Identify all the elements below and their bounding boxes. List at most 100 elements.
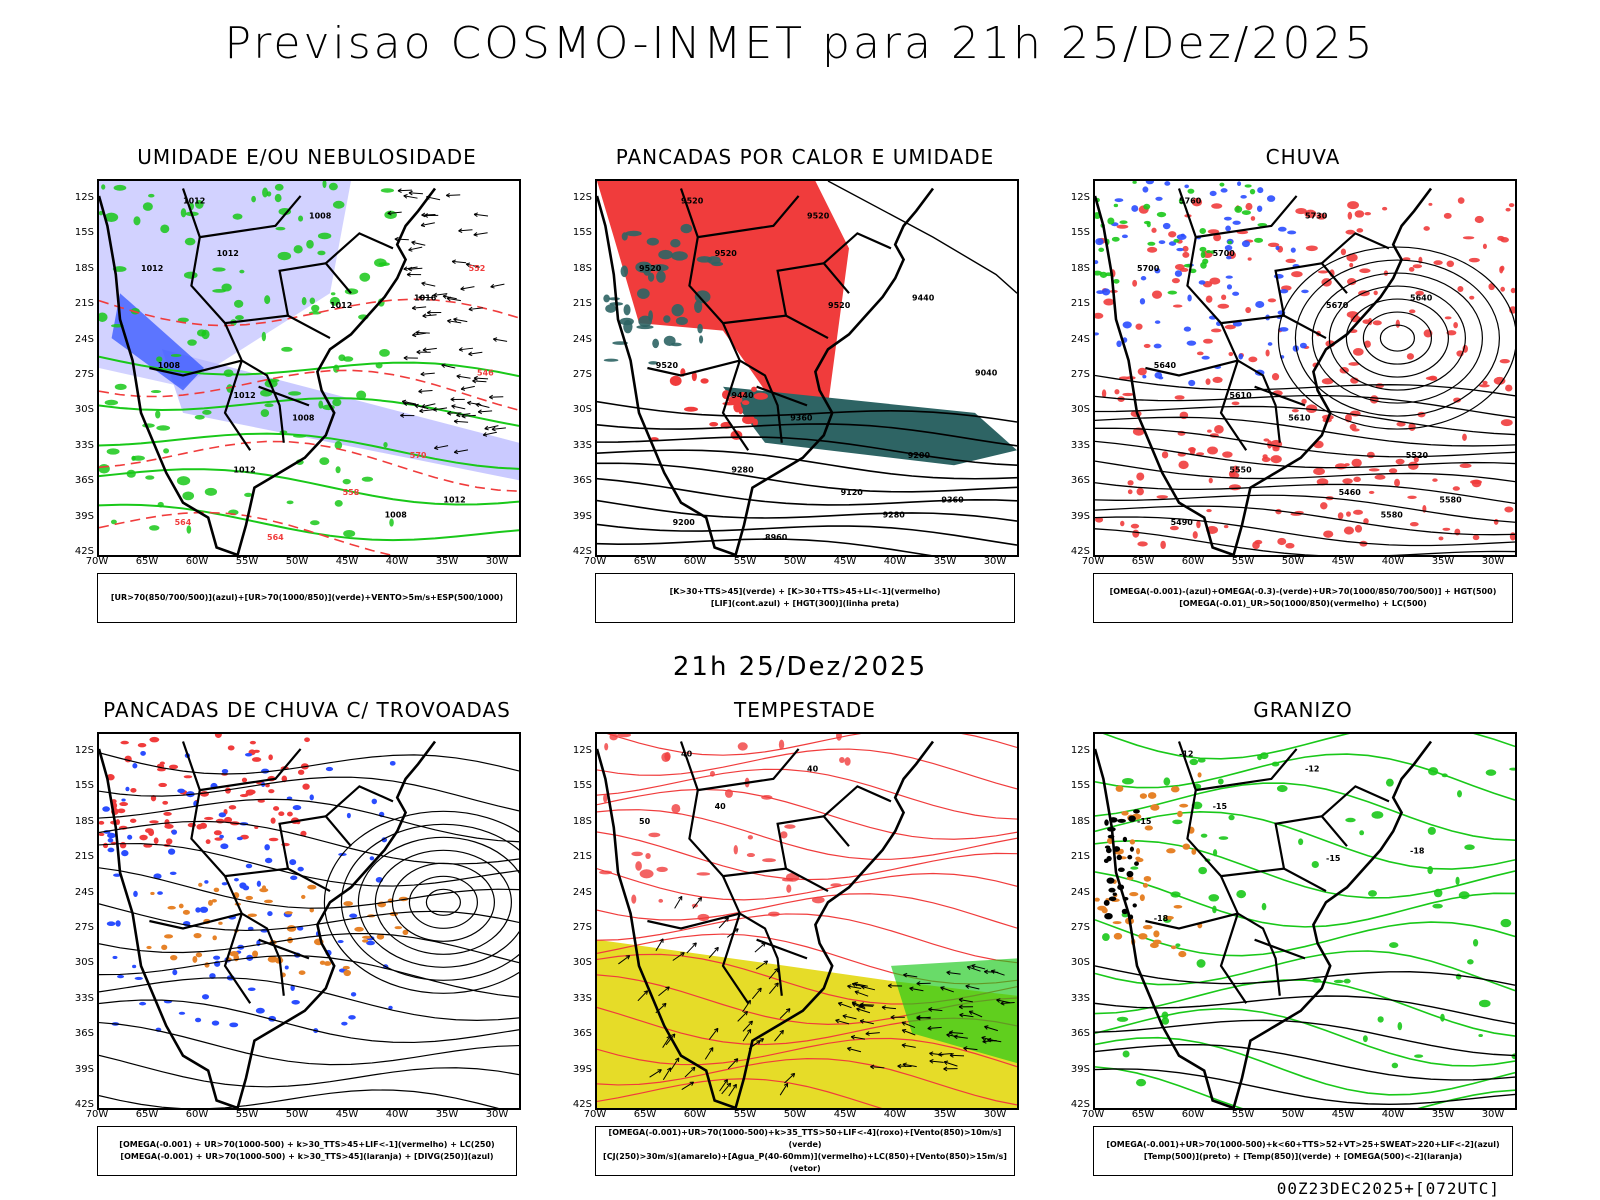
lat-tick-label: 36S bbox=[1070, 1028, 1090, 1040]
contour-label: 552 bbox=[469, 264, 486, 273]
lon-tick-label: 40W bbox=[883, 556, 907, 567]
contour-label: -12 bbox=[1179, 749, 1193, 758]
contour-label: 9360 bbox=[941, 496, 964, 505]
lon-tick-label: 35W bbox=[1431, 556, 1455, 567]
panel-title: TEMPESTADE bbox=[734, 698, 876, 722]
lon-tick-label: 35W bbox=[435, 556, 459, 567]
lat-tick-label: 39S bbox=[572, 1063, 592, 1075]
contour-label: 9280 bbox=[883, 511, 906, 520]
lon-tick-label: 45W bbox=[1331, 556, 1355, 567]
panel-legend: [K>30+TTS>45](verde) + [K>30+TTS>45+LI<-… bbox=[595, 573, 1015, 623]
panel-legend: [OMEGA(-0.001) + UR>70(1000-500) + k>30_… bbox=[97, 1126, 517, 1176]
lon-tick-label: 50W bbox=[1281, 1109, 1305, 1120]
contour-label: 5490 bbox=[1171, 518, 1194, 527]
lat-tick-label: 30S bbox=[74, 404, 94, 416]
contour-label: 564 bbox=[267, 533, 284, 542]
forecast-map-2: 9520 9520 9520 9520 9520 9520 9440 9440 9360 9360… bbox=[595, 179, 1019, 557]
contour-label: 1012 bbox=[233, 466, 255, 475]
panel-legend: [UR>70(850/700/500)](azul)+[UR>70(1000/8… bbox=[97, 573, 517, 623]
lat-tick-label: 36S bbox=[74, 1028, 94, 1040]
panel-legend: [OMEGA(-0.001)-(azul)+OMEGA(-0.3)-(verde… bbox=[1093, 573, 1513, 623]
contour-label: 40 bbox=[681, 749, 693, 758]
lat-tick-label: 18S bbox=[572, 815, 592, 827]
lon-tick-label: 60W bbox=[185, 556, 209, 567]
lon-tick-label: 40W bbox=[1381, 556, 1405, 567]
lon-tick-label: 50W bbox=[285, 1109, 309, 1120]
run-footer: 00Z23DEC2025+[072UTC] bbox=[1276, 1179, 1500, 1198]
map-canvas bbox=[99, 734, 519, 1108]
contour-label: 9200 bbox=[673, 518, 696, 527]
lon-tick-label: 55W bbox=[733, 556, 757, 567]
contour-label: -18 bbox=[1154, 914, 1169, 923]
contour-label: 1012 bbox=[141, 264, 163, 273]
map-canvas: 5760 5730 5700 5700 5670 5640 5640 5610 5610 5580… bbox=[1095, 181, 1515, 555]
lat-tick-label: 21S bbox=[572, 298, 592, 310]
contour-label: 570 bbox=[410, 451, 427, 460]
contour-label: 1008 bbox=[385, 511, 408, 520]
lon-tick-label: 65W bbox=[135, 1109, 159, 1120]
contour-label: -15 bbox=[1213, 802, 1228, 811]
lat-tick-label: 15S bbox=[74, 780, 94, 792]
legend-line: [K>30+TTS>45](verde) + [K>30+TTS>45+LI<-… bbox=[669, 587, 941, 596]
main-title: Previsao COSMO-INMET para 21h 25/Dez/202… bbox=[224, 18, 1376, 69]
lat-tick-label: 33S bbox=[572, 992, 592, 1004]
lon-tick-label: 35W bbox=[1431, 1109, 1455, 1120]
contour-label: 5460 bbox=[1339, 488, 1362, 497]
legend-line: [LIF](cont.azul) + [HGT(300)](linha pret… bbox=[710, 599, 900, 608]
lat-tick-label: 12S bbox=[1070, 745, 1090, 756]
lat-tick-label: 39S bbox=[74, 510, 94, 522]
legend-line: [OMEGA(-0.001) + UR>70(1000-500) + k>30_… bbox=[119, 1140, 495, 1149]
contour-label: 8960 bbox=[765, 533, 788, 542]
contour-label: 40 bbox=[807, 764, 819, 773]
lat-tick-label: 24S bbox=[572, 333, 592, 345]
lon-tick-label: 50W bbox=[285, 556, 309, 567]
lon-tick-label: 50W bbox=[783, 556, 807, 567]
lat-tick-label: 30S bbox=[1070, 957, 1090, 969]
lon-tick-label: 65W bbox=[135, 556, 159, 567]
lat-tick-label: 18S bbox=[572, 262, 592, 274]
lon-tick-label: 70W bbox=[85, 1109, 109, 1120]
contour-label: 9520 bbox=[715, 249, 738, 258]
panel-title: CHUVA bbox=[1265, 145, 1341, 169]
contour-label: 564 bbox=[175, 518, 192, 527]
lon-tick-label: 45W bbox=[335, 556, 359, 567]
contour-label: -15 bbox=[1137, 817, 1152, 826]
lat-tick-label: 33S bbox=[1070, 992, 1090, 1004]
lon-tick-label: 55W bbox=[235, 1109, 259, 1120]
lon-tick-label: 40W bbox=[883, 1109, 907, 1120]
lon-tick-label: 65W bbox=[1131, 556, 1155, 567]
contour-label: 9200 bbox=[908, 451, 931, 460]
lat-tick-label: 27S bbox=[74, 922, 94, 933]
lat-tick-label: 42S bbox=[1070, 1099, 1090, 1110]
lat-tick-label: 12S bbox=[74, 745, 94, 756]
lat-tick-label: 39S bbox=[74, 1063, 94, 1075]
lon-tick-label: 70W bbox=[85, 556, 109, 567]
contour-label: 5730 bbox=[1305, 211, 1328, 220]
lon-tick-label: 45W bbox=[833, 1109, 857, 1120]
contour-label: 5640 bbox=[1410, 294, 1433, 303]
lat-tick-label: 27S bbox=[74, 369, 94, 380]
contour-label: 5760 bbox=[1179, 196, 1202, 205]
lat-tick-label: 21S bbox=[74, 298, 94, 310]
contour-label: 5640 bbox=[1154, 361, 1177, 370]
lat-tick-label: 42S bbox=[572, 1099, 592, 1110]
contour-label: 546 bbox=[477, 368, 494, 377]
lat-tick-label: 36S bbox=[1070, 475, 1090, 487]
lat-tick-label: 21S bbox=[1070, 851, 1090, 863]
lat-tick-label: 39S bbox=[1070, 1063, 1090, 1075]
lat-tick-label: 36S bbox=[572, 1028, 592, 1040]
legend-line: [OMEGA(-0.001) + UR>70(1000-500) + k>30_… bbox=[120, 1152, 494, 1161]
lat-tick-label: 42S bbox=[74, 1099, 94, 1110]
contour-label: 9520 bbox=[807, 211, 830, 220]
contour-label: 5580 bbox=[1439, 496, 1462, 505]
lon-tick-label: 40W bbox=[385, 1109, 409, 1120]
contour-label: 5550 bbox=[1229, 466, 1252, 475]
lat-tick-label: 21S bbox=[1070, 298, 1090, 310]
lat-tick-label: 36S bbox=[74, 475, 94, 487]
lat-tick-label: 24S bbox=[1070, 886, 1090, 898]
forecast-map-4 bbox=[97, 732, 521, 1110]
lon-tick-label: 40W bbox=[1381, 1109, 1405, 1120]
contour-label: 9520 bbox=[639, 264, 662, 273]
legend-line: [OMEGA(-0.001)+UR>70(1000-500)+k>35_TTS>… bbox=[608, 1128, 1002, 1149]
lon-tick-label: 55W bbox=[235, 556, 259, 567]
